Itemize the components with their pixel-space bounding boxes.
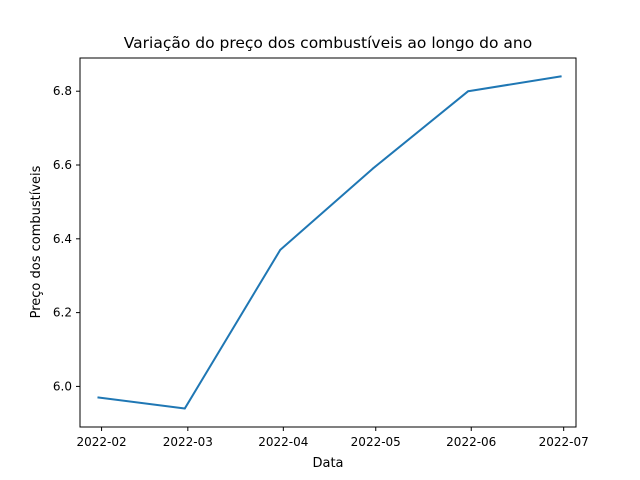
data-point bbox=[97, 396, 100, 399]
data-point bbox=[559, 75, 562, 78]
series-line-0 bbox=[97, 75, 562, 410]
x-tick-label: 2022-07 bbox=[539, 435, 589, 449]
data-point bbox=[467, 90, 470, 93]
x-axis-label: Data bbox=[312, 456, 343, 471]
data-point bbox=[279, 248, 282, 251]
y-tick-label: 6.4 bbox=[53, 232, 72, 246]
x-tick-label: 2022-05 bbox=[351, 435, 401, 449]
x-tick-label: 2022-03 bbox=[163, 435, 213, 449]
data-point bbox=[371, 167, 374, 170]
chart-title: Variação do preço dos combustíveis ao lo… bbox=[124, 34, 533, 52]
y-tick-label: 6.6 bbox=[53, 158, 72, 172]
y-tick-label: 6.8 bbox=[53, 84, 72, 98]
x-tick-label: 2022-06 bbox=[446, 435, 496, 449]
plot-frame bbox=[79, 57, 577, 428]
y-tick-label: 6.2 bbox=[53, 306, 72, 320]
y-tick-label: 6.0 bbox=[53, 379, 72, 393]
y-axis-label: Preço dos combustíveis bbox=[29, 165, 44, 318]
y-axis: 6.0 6.2 6.4 6.6 6.8 bbox=[53, 84, 80, 393]
plot-area bbox=[79, 57, 577, 428]
x-axis: 2022-02 2022-03 2022-04 2022-05 2022-06 2022-… bbox=[76, 427, 589, 449]
x-tick-label: 2022-02 bbox=[76, 435, 126, 449]
data-point bbox=[183, 407, 186, 410]
x-tick-label: 2022-04 bbox=[258, 435, 308, 449]
